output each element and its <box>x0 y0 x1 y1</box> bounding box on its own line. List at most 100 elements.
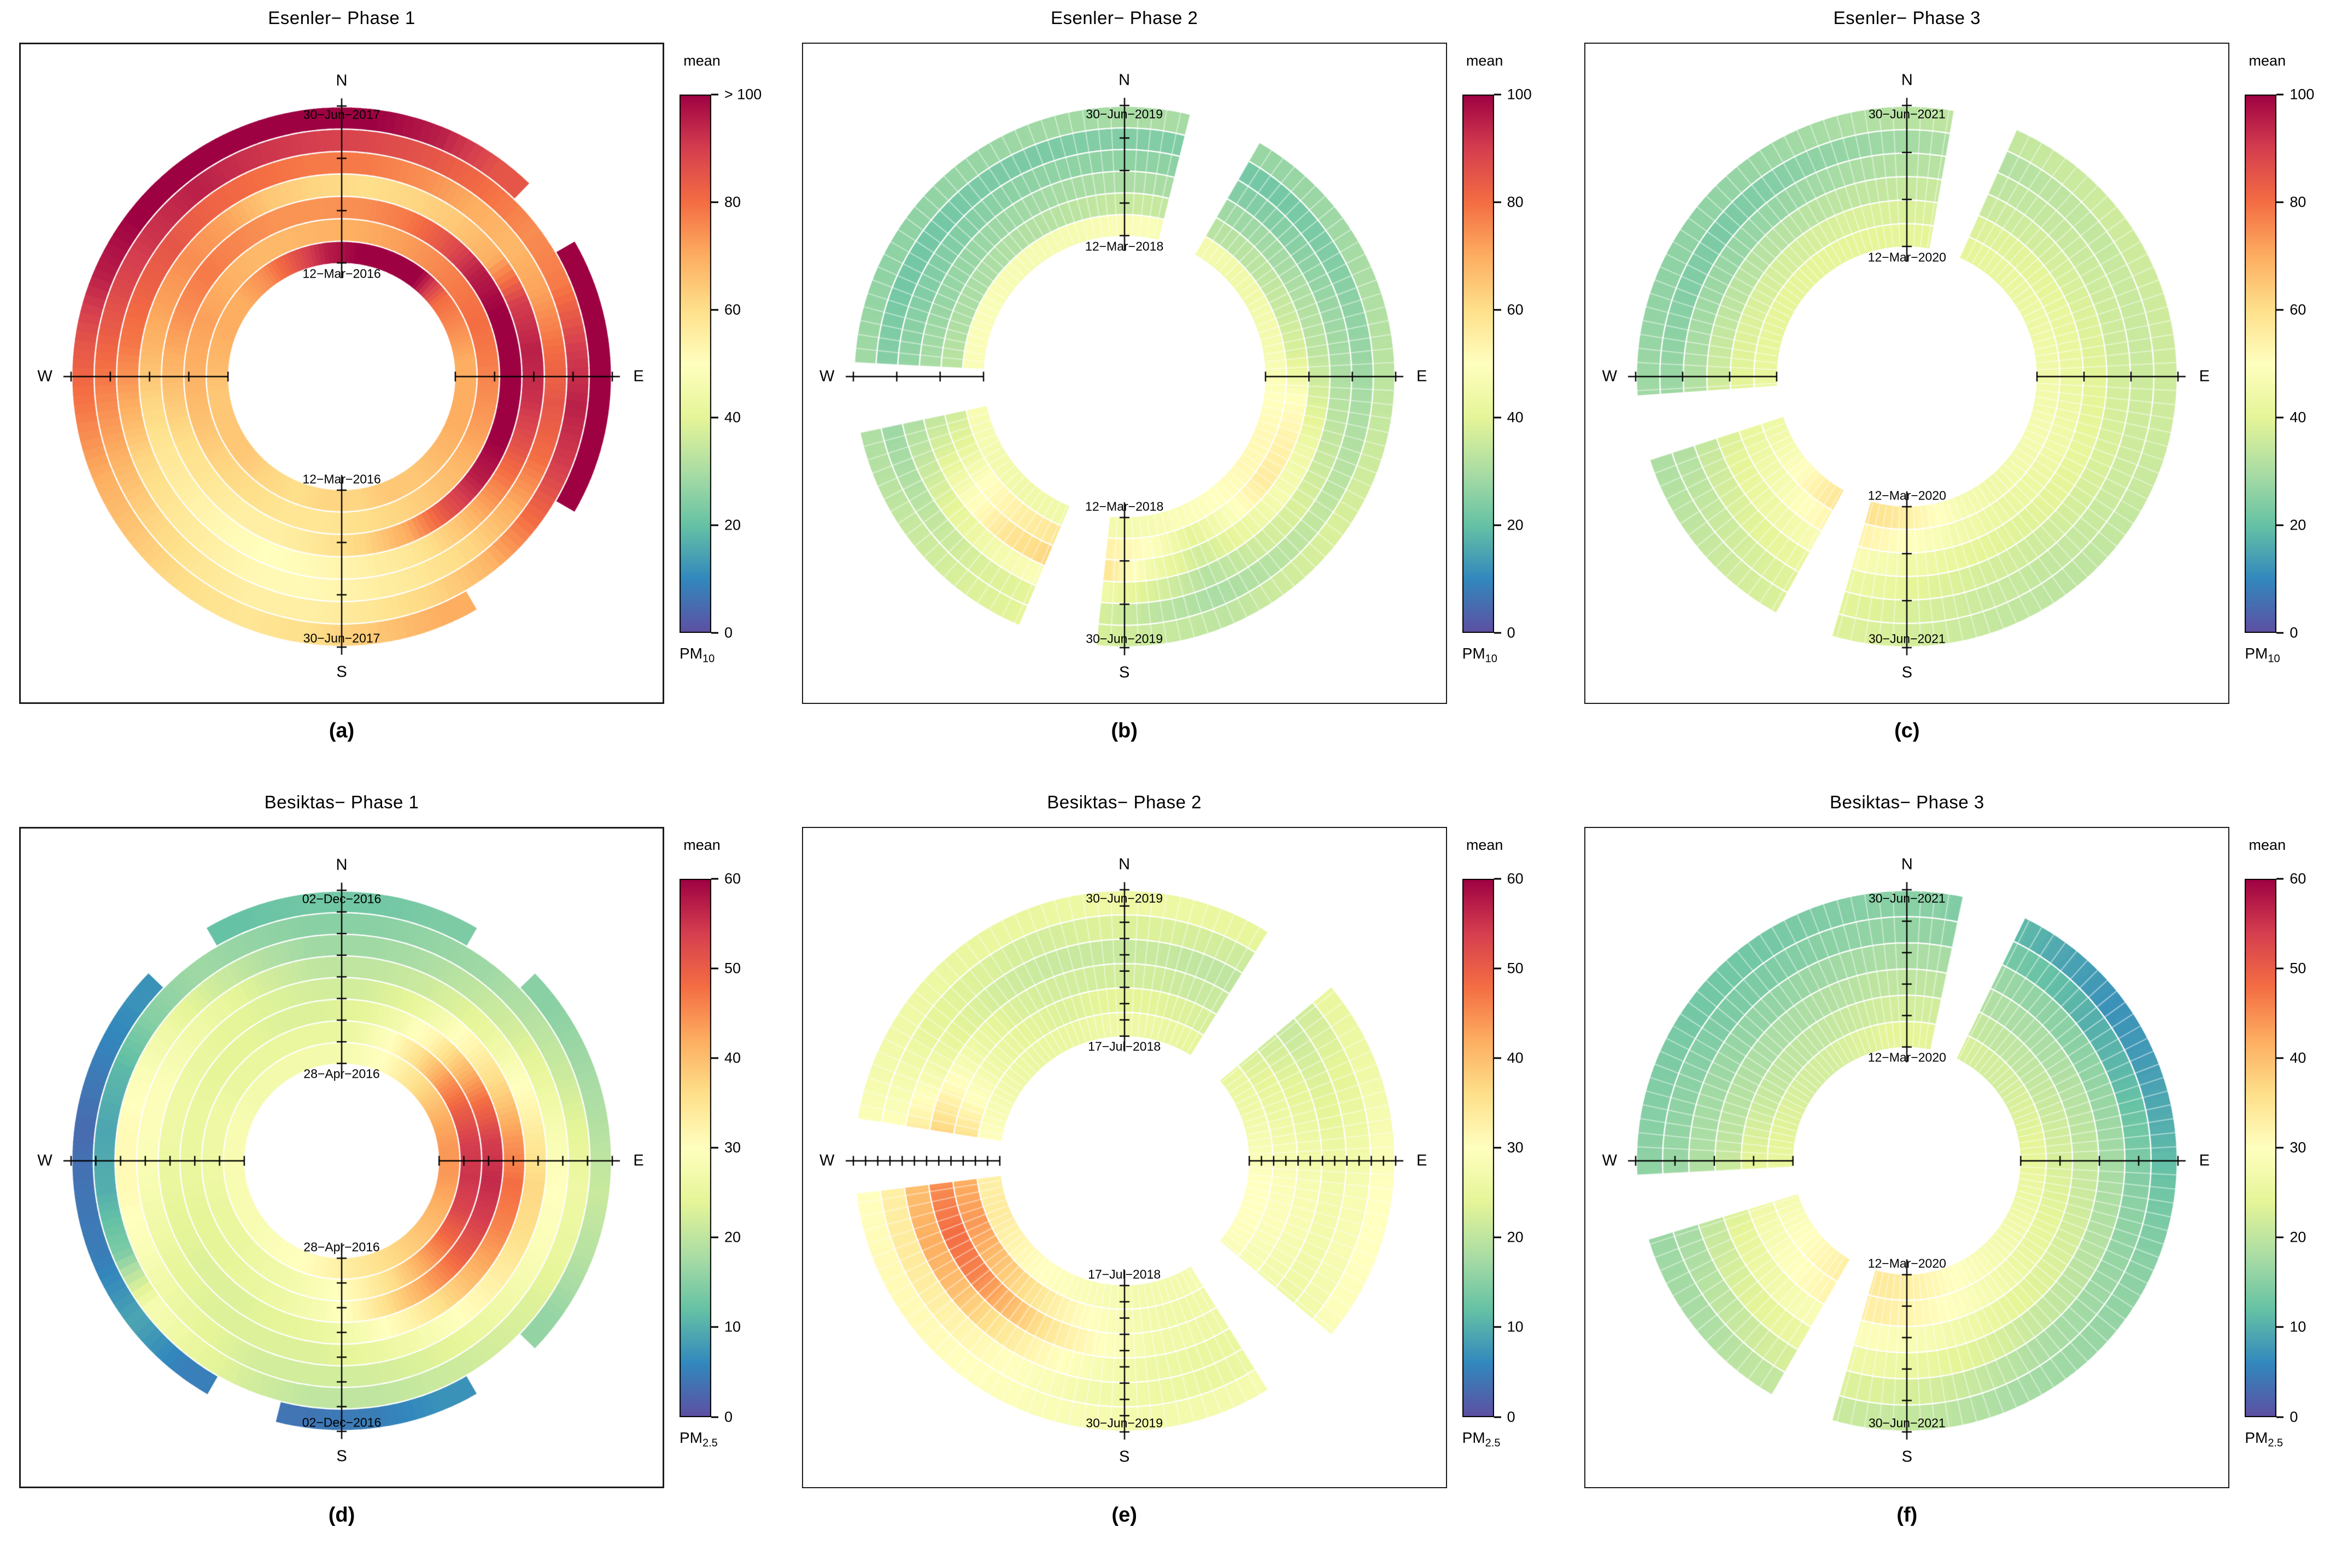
colorbar-tick-mark <box>2276 201 2284 203</box>
panel-letter: (f) <box>1896 1503 1918 1526</box>
colorbar-tick-label: 20 <box>1507 516 1524 533</box>
compass-west-label: W <box>37 367 52 385</box>
colorbar-tick-label: 30 <box>1507 1139 1524 1156</box>
colorbar-tick-label: 60 <box>1507 301 1524 318</box>
colorbar-tick-labels: 60 50 40 30 20 10 0 <box>2276 870 2345 1425</box>
colorbar-tick-label: 60 <box>1507 870 1524 886</box>
colorbar-tick-mark <box>711 1057 718 1059</box>
panel-title: Besiktas− Phase 1 <box>264 791 419 812</box>
colorbar-tick-mark <box>2276 93 2284 96</box>
colorbar-tick-label: 60 <box>724 301 741 318</box>
date-label-bottom-inner: 12−Mar−2020 <box>1867 488 1946 503</box>
date-label-bottom-outer: 30−Jun−2019 <box>1086 631 1163 646</box>
compass-west-label: W <box>1602 1152 1618 1169</box>
date-label-top-outer: 30−Jun−2019 <box>1086 107 1163 121</box>
date-label-top-inner: 17−Jul−2018 <box>1088 1039 1161 1054</box>
colorbar-tick-mark <box>2276 878 2284 879</box>
colorbar-tick-mark <box>1494 1326 1501 1328</box>
colorbar-tick-label: 0 <box>724 1408 733 1425</box>
colorbar-tick-label: 0 <box>724 624 733 641</box>
colorbar-gradient <box>1462 95 1494 633</box>
pollutant-base: PM <box>2245 1429 2268 1446</box>
pollutant-subscript: 2.5 <box>702 1437 718 1449</box>
colorbar-tick-mark <box>1494 416 1501 419</box>
compass-east-label: E <box>2199 367 2210 385</box>
date-label-top-inner: 28−Apr−2016 <box>303 1066 380 1081</box>
date-label-top-outer: 30−Jun−2021 <box>1868 107 1946 121</box>
date-label-top-outer: 30−Jun−2021 <box>1868 891 1946 905</box>
colorbar-tick-label: 50 <box>724 960 741 977</box>
colorbar-tick-mark <box>1494 632 1501 634</box>
compass-west-label: W <box>819 1152 835 1169</box>
pollutant-label: PM2.5 <box>1462 1429 1501 1450</box>
pollutant-label: PM2.5 <box>680 1429 718 1450</box>
colorbar-tick-mark <box>1494 93 1501 96</box>
colorbar-tick-mark <box>711 878 718 879</box>
colorbar-tick-mark <box>711 416 718 419</box>
colorbar: mean 60 50 40 30 20 10 0 PM2.5 <box>1457 827 1564 1488</box>
colorbar-tick-label: > 100 <box>724 86 762 103</box>
compass-west-label: W <box>1602 367 1618 385</box>
compass-north-label: N <box>1901 71 1913 89</box>
colorbar-tick-labels: 60 50 40 30 20 10 0 <box>711 870 780 1425</box>
colorbar-tick-mark <box>2276 1416 2284 1418</box>
panel-letter: (d) <box>328 1503 355 1526</box>
colorbar-tick-label: 30 <box>2290 1139 2306 1156</box>
colorbar-gradient <box>1462 878 1494 1417</box>
date-label-bottom-outer: 02−Dec−2016 <box>302 1415 382 1429</box>
annulus-panel: Besiktas− Phase 3 N E S W 30−Jun−2021 12… <box>1565 784 2348 1568</box>
colorbar-tick-label: 50 <box>1507 960 1524 977</box>
colorbar-tick-labels: > 100 80 60 40 20 0 <box>711 86 780 641</box>
colorbar-tick-label: 20 <box>1507 1229 1524 1246</box>
pollutant-subscript: 2.5 <box>1485 1437 1501 1449</box>
panel-title: Esenler− Phase 2 <box>1050 8 1198 28</box>
pollutant-base: PM <box>1462 1429 1485 1446</box>
colorbar-tick-label: 20 <box>2290 1229 2306 1246</box>
colorbar-tick-label: 0 <box>2290 624 2298 641</box>
colorbar-tick-label: 40 <box>724 1049 741 1066</box>
colorbar-tick-mark <box>2276 632 2284 634</box>
colorbar: mean 100 80 60 40 20 0 PM10 <box>2239 43 2346 704</box>
colorbar-tick-label: 10 <box>724 1318 741 1335</box>
colorbar-tick-label: 60 <box>2290 301 2306 318</box>
colorbar-tick-label: 20 <box>2290 516 2306 533</box>
colorbar-tick-mark <box>711 632 718 634</box>
pollutant-base: PM <box>680 1429 702 1446</box>
date-label-bottom-outer: 30−Jun−2021 <box>1868 1416 1946 1430</box>
date-label-bottom-inner: 28−Apr−2016 <box>303 1240 380 1254</box>
polar-annulus-canvas <box>1585 44 2229 703</box>
colorbar-tick-labels: 100 80 60 40 20 0 <box>1494 86 1562 641</box>
colorbar-tick-mark <box>1494 201 1501 203</box>
colorbar-tick-label: 100 <box>1507 86 1532 103</box>
colorbar-tick-mark <box>1494 878 1501 879</box>
colorbar-tick-label: 80 <box>1507 193 1524 210</box>
colorbar-tick-mark <box>711 201 718 203</box>
colorbar-tick-mark <box>1494 1147 1501 1149</box>
polar-annulus-canvas <box>803 827 1446 1487</box>
compass-east-label: E <box>2199 1152 2210 1169</box>
pollutant-subscript: 10 <box>702 653 715 665</box>
polar-annulus-canvas <box>21 828 663 1487</box>
date-label-top-outer: 30−Jun−2019 <box>1086 891 1163 905</box>
colorbar: mean 100 80 60 40 20 0 PM10 <box>1457 43 1564 704</box>
date-label-bottom-outer: 30−Jun−2017 <box>303 631 380 645</box>
date-label-top-inner: 12−Mar−2020 <box>1867 1050 1946 1065</box>
annulus-panel: Esenler− Phase 2 N E S W 30−Jun−2019 12−… <box>783 0 1566 784</box>
colorbar-tick-label: 40 <box>1507 409 1524 426</box>
colorbar-legend-title: mean <box>1466 836 1503 853</box>
colorbar-tick-labels: 60 50 40 30 20 10 0 <box>1494 870 1562 1425</box>
colorbar: mean 60 50 40 30 20 10 0 PM2.5 <box>2239 827 2346 1488</box>
colorbar-gradient <box>680 95 711 633</box>
pollutant-label: PM10 <box>2245 645 2280 666</box>
compass-south-label: S <box>1119 1448 1130 1465</box>
date-label-top-inner: 12−Mar−2020 <box>1867 250 1946 265</box>
colorbar-tick-label: 100 <box>2290 86 2315 103</box>
annulus-panel: Besiktas− Phase 2 N E S W 30−Jun−2019 17… <box>783 784 1566 1568</box>
colorbar-tick-label: 80 <box>724 193 741 210</box>
date-label-top-outer: 02−Dec−2016 <box>302 891 382 906</box>
colorbar-tick-mark <box>1494 524 1501 526</box>
date-label-bottom-outer: 30−Jun−2021 <box>1868 631 1946 646</box>
plot-box: N E S W 30−Jun−2017 12−Mar−2016 12−Mar−2… <box>19 43 664 704</box>
colorbar-tick-label: 60 <box>724 870 741 886</box>
